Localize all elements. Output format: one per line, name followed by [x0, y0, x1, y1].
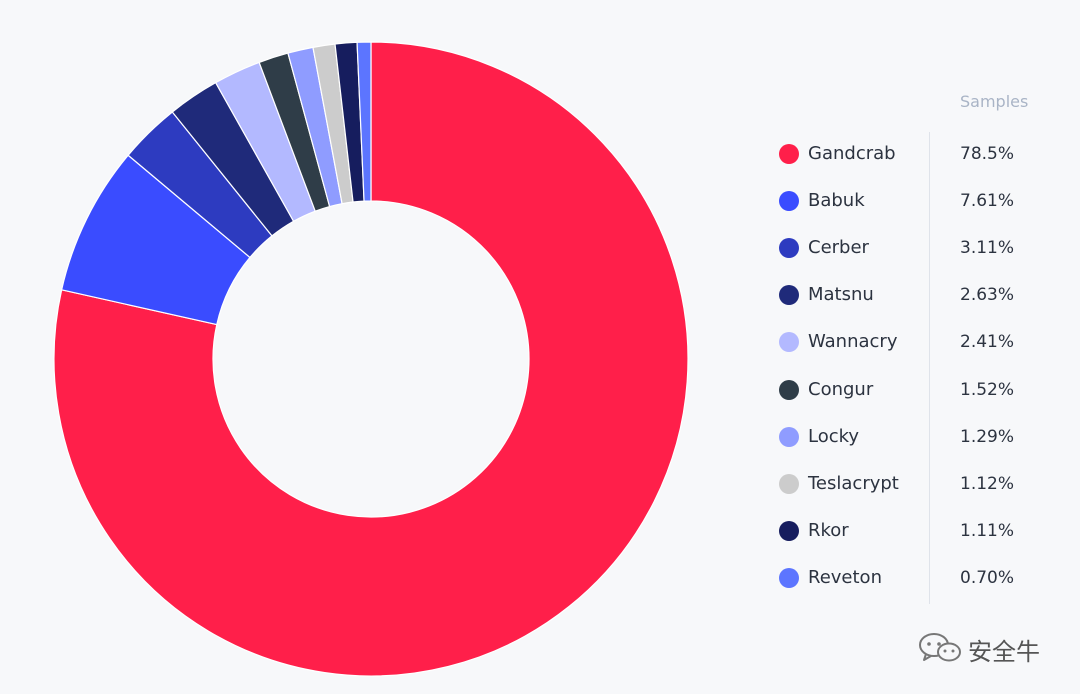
legend-item-teslacrypt[interactable]: Teslacrypt 1.12% [778, 472, 1058, 496]
legend-label: Matsnu [808, 284, 874, 306]
watermark-text: 安全牛 [968, 638, 1040, 666]
legend-item-reveton[interactable]: Reveton 0.70% [778, 566, 1058, 590]
legend-value: 3.11% [960, 238, 1015, 259]
legend-value: 0.70% [960, 567, 1015, 588]
legend-dot [779, 285, 799, 306]
legend-label: Gandcrab [808, 143, 896, 164]
legend-label: Rkor [808, 519, 849, 541]
donut-slice-gandcrab[interactable] [53, 41, 689, 677]
legend-item-matsnu[interactable]: Matsnu 2.63% [778, 283, 1058, 307]
legend-dot [779, 144, 799, 164]
legend-label: Locky [808, 425, 860, 447]
legend-value: 78.5% [960, 144, 1015, 164]
wechat-icon [919, 633, 961, 662]
legend-header: Samples [960, 92, 1029, 111]
legend-label: Cerber [808, 237, 869, 259]
legend-item-locky[interactable]: Locky 1.29% [778, 425, 1058, 449]
legend-label: Reveton [808, 566, 882, 588]
legend-item-gandcrab[interactable]: Gandcrab 78.5% [778, 142, 1058, 166]
legend-dot [779, 426, 799, 447]
legend-dot [779, 520, 799, 541]
donut-slice-reveton[interactable] [356, 41, 372, 202]
legend-label: Babuk [808, 190, 865, 212]
legend-label: Teslacrypt [808, 472, 899, 494]
legend-item-rkor[interactable]: Rkor 1.11% [778, 519, 1058, 543]
legend-item-congur[interactable]: Congur 1.52% [778, 378, 1058, 402]
legend-dot [779, 473, 799, 494]
legend-value: 2.63% [960, 285, 1015, 306]
legend-value: 7.61% [960, 191, 1015, 212]
legend-label: Wannacry [808, 331, 898, 353]
donut-chart [53, 41, 689, 677]
legend-divider [929, 132, 930, 604]
legend-value: 1.11% [960, 520, 1015, 541]
legend-value: 1.12% [960, 473, 1015, 494]
legend-dot [779, 238, 799, 259]
legend-value: 1.52% [960, 379, 1015, 400]
legend-dot [779, 191, 799, 212]
legend-item-wannacry[interactable]: Wannacry 2.41% [778, 330, 1058, 354]
legend-item-cerber[interactable]: Cerber 3.11% [778, 236, 1058, 260]
legend-dot [779, 567, 799, 588]
legend-dot [779, 332, 799, 353]
legend-dot [779, 379, 799, 400]
legend-value: 1.29% [960, 426, 1015, 447]
legend-value: 2.41% [960, 332, 1015, 353]
legend-label: Congur [808, 378, 874, 400]
legend-item-babuk[interactable]: Babuk 7.61% [778, 189, 1058, 213]
